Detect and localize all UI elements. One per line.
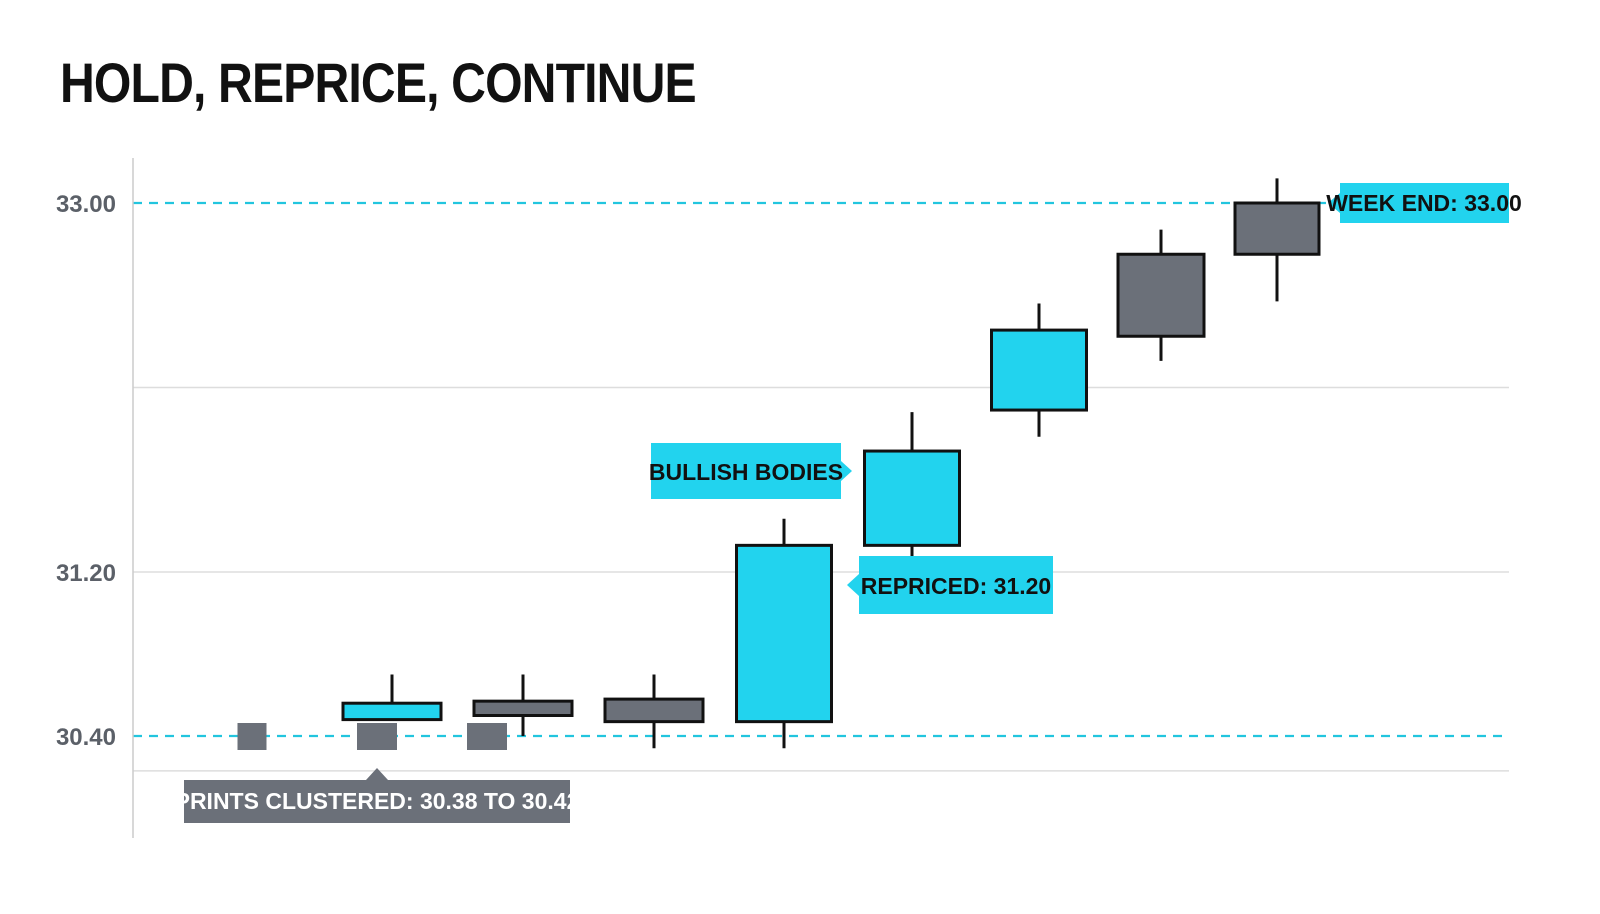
y-tick-label: 30.40 [56,724,116,751]
print-marker [467,723,507,750]
candle-body-bearish [1116,252,1206,338]
candle-body-bullish [735,543,833,724]
candle-body-bearish [1233,201,1321,256]
y-axis-ticks: 33.00 31.20 30.40 [56,191,116,751]
candle-body-bearish [472,699,574,718]
callout-week-end: WEEK END: 33.00 [1326,183,1522,223]
candle-body-bullish [990,328,1088,412]
candle-body-bullish [341,701,443,722]
print-marker [357,723,397,750]
callout-week-end-text: WEEK END: 33.00 [1326,190,1522,216]
candle-body-bullish [863,449,961,547]
print-markers [237,723,507,750]
callout-prints-clustered-text: PRINTS CLUSTERED: 30.38 TO 30.42 [175,788,580,814]
y-tick-label: 33.00 [56,191,116,218]
callout-bullish-bodies-text: BULLISH BODIES [649,459,843,485]
y-tick-label: 31.20 [56,560,116,587]
chart-title: HOLD, REPRICE, CONTINUE [60,51,697,114]
callout-repriced: REPRICED: 31.20 [847,556,1053,614]
callout-prints-clustered: PRINTS CLUSTERED: 30.38 TO 30.42 [175,768,580,823]
candle-body-bearish [603,697,705,724]
candles [341,178,1321,749]
callout-repriced-text: REPRICED: 31.20 [861,573,1051,599]
callout-bullish-bodies: BULLISH BODIES [649,443,852,499]
print-marker [237,723,267,750]
